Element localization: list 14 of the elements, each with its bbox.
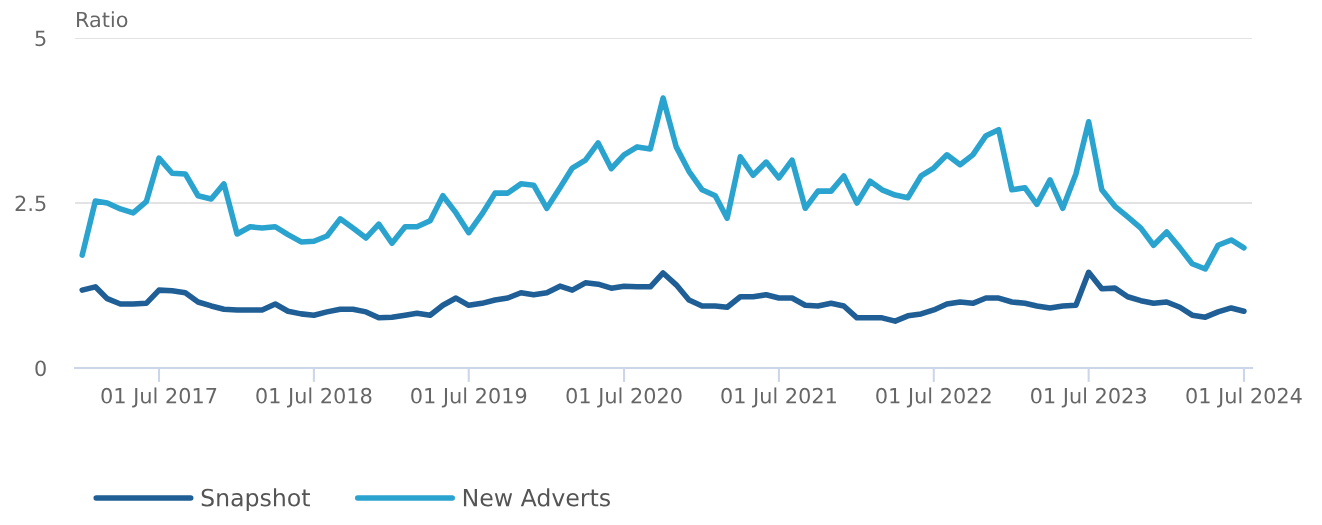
y-tick-label: 5 — [35, 30, 46, 47]
x-tick-label: 01 Jul 2017 — [101, 387, 217, 408]
y-axis-title: Ratio — [77, 11, 128, 28]
y-tick-label: 0 — [35, 360, 46, 377]
legend-label: New Adverts — [463, 488, 610, 507]
x-tick-label: 01 Jul 2023 — [1031, 387, 1146, 408]
x-tick-label: 01 Jul 2020 — [566, 387, 682, 408]
x-tick-label: 01 Jul 2019 — [411, 387, 527, 408]
x-tick-label: 01 Jul 2021 — [721, 387, 836, 408]
x-tick-label: 01 Jul 2024 — [1186, 387, 1302, 408]
x-tick-label: 01 Jul 2022 — [876, 387, 991, 408]
y-tick-label: 2.5 — [15, 195, 46, 212]
x-tick-label: 01 Jul 2018 — [256, 387, 372, 408]
legend-label: Snapshot — [201, 488, 310, 512]
